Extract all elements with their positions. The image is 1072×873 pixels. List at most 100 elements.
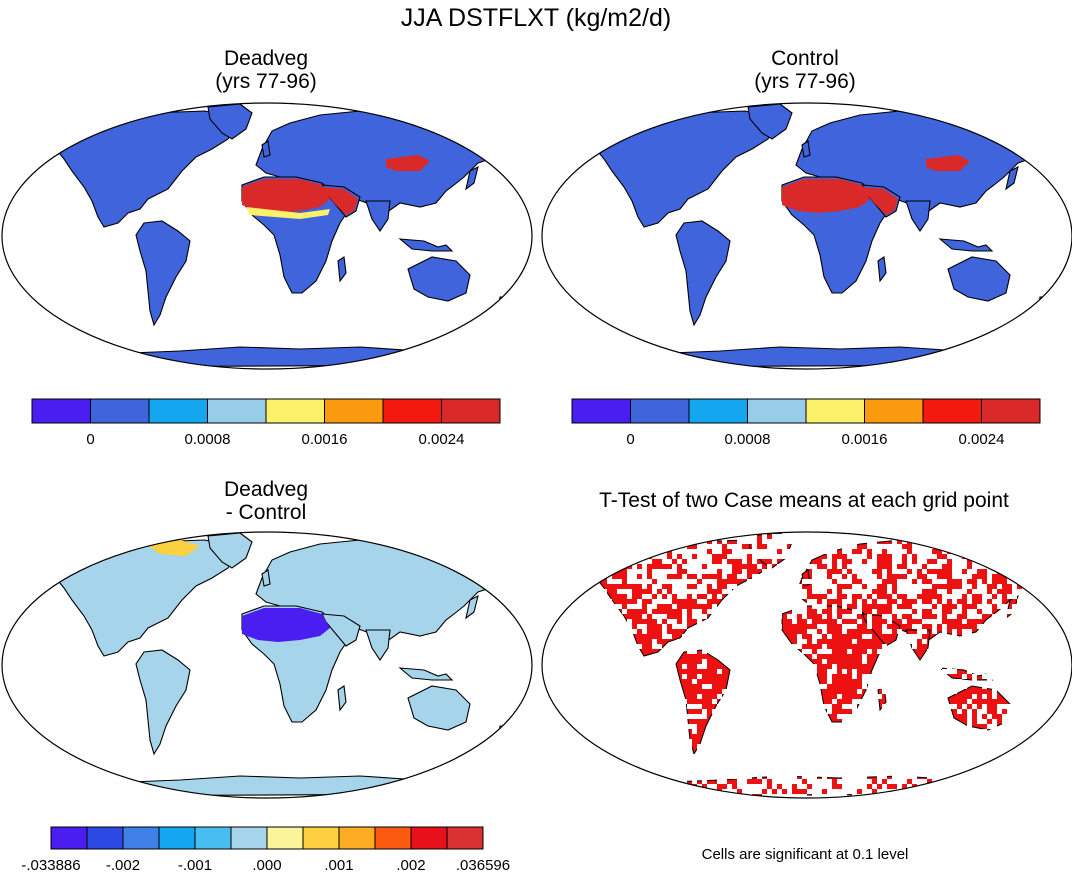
nonsignificant-cell [752, 534, 757, 539]
nonsignificant-cell [1067, 569, 1072, 574]
nonsignificant-cell [862, 774, 867, 779]
nonsignificant-cell [927, 769, 932, 774]
nonsignificant-cell [922, 789, 927, 794]
nonsignificant-cell [552, 584, 557, 589]
nonsignificant-cell [737, 769, 742, 774]
nonsignificant-cell [847, 614, 852, 619]
nonsignificant-cell [632, 564, 637, 569]
map-border [1, 531, 533, 799]
nonsignificant-cell [1012, 594, 1017, 599]
nonsignificant-cell [942, 544, 947, 549]
nonsignificant-cell [622, 709, 627, 714]
nonsignificant-cell [597, 544, 602, 549]
nonsignificant-cell [902, 589, 907, 594]
nonsignificant-cell [667, 559, 672, 564]
nonsignificant-cell [562, 789, 567, 794]
nonsignificant-cell [987, 544, 992, 549]
nonsignificant-cell [1027, 619, 1032, 624]
nonsignificant-cell [642, 754, 647, 759]
nonsignificant-cell [1042, 584, 1047, 589]
nonsignificant-cell [657, 599, 662, 604]
nonsignificant-cell [587, 644, 592, 649]
nonsignificant-cell [807, 599, 812, 604]
nonsignificant-cell [762, 589, 767, 594]
map-ttest [541, 531, 1072, 799]
nonsignificant-cell [742, 784, 747, 789]
nonsignificant-cell [1062, 564, 1067, 569]
region-sahara [242, 608, 330, 642]
nonsignificant-cell [942, 534, 947, 539]
nonsignificant-cell [1037, 584, 1042, 589]
nonsignificant-cell [557, 754, 562, 759]
nonsignificant-cell [1042, 684, 1047, 689]
nonsignificant-cell [752, 744, 757, 749]
nonsignificant-cell [872, 584, 877, 589]
nonsignificant-cell [777, 644, 782, 649]
nonsignificant-cell [612, 739, 617, 744]
nonsignificant-cell [717, 769, 722, 774]
nonsignificant-cell [822, 774, 827, 779]
nonsignificant-cell [602, 619, 607, 624]
nonsignificant-cell [762, 769, 767, 774]
nonsignificant-cell [967, 609, 972, 614]
nonsignificant-cell [677, 784, 682, 789]
nonsignificant-cell [872, 559, 877, 564]
nonsignificant-cell [732, 624, 737, 629]
nonsignificant-cell [642, 579, 647, 584]
nonsignificant-cell [652, 749, 657, 754]
nonsignificant-cell [577, 779, 582, 784]
nonsignificant-cell [897, 569, 902, 574]
nonsignificant-cell [587, 629, 592, 634]
nonsignificant-cell [562, 549, 567, 554]
nonsignificant-cell [802, 774, 807, 779]
nonsignificant-cell [957, 679, 962, 684]
nonsignificant-cell [987, 549, 992, 554]
nonsignificant-cell [852, 534, 857, 539]
nonsignificant-cell [757, 554, 762, 559]
nonsignificant-cell [972, 739, 977, 744]
nonsignificant-cell [882, 614, 887, 619]
nonsignificant-cell [892, 704, 897, 709]
nonsignificant-cell [742, 789, 747, 794]
nonsignificant-cell [767, 754, 772, 759]
nonsignificant-cell [867, 584, 872, 589]
nonsignificant-cell [1052, 759, 1057, 764]
nonsignificant-cell [542, 569, 547, 574]
nonsignificant-cell [887, 544, 892, 549]
nonsignificant-cell [577, 774, 582, 779]
nonsignificant-cell [952, 594, 957, 599]
nonsignificant-cell [922, 639, 927, 644]
nonsignificant-cell [997, 534, 1002, 539]
nonsignificant-cell [1022, 619, 1027, 624]
nonsignificant-cell [727, 699, 732, 704]
colorbar-tick-label: -.002 [106, 857, 140, 873]
nonsignificant-cell [677, 534, 682, 539]
nonsignificant-cell [672, 719, 677, 724]
nonsignificant-cell [647, 659, 652, 664]
nonsignificant-cell [557, 794, 562, 798]
nonsignificant-cell [547, 534, 552, 539]
panel-title-deadveg: Deadveg (yrs 77-96) [116, 47, 416, 93]
nonsignificant-cell [827, 554, 832, 559]
nonsignificant-cell [1017, 749, 1022, 754]
nonsignificant-cell [697, 704, 702, 709]
map-control [541, 102, 1072, 370]
nonsignificant-cell [692, 539, 697, 544]
nonsignificant-cell [582, 724, 587, 729]
nonsignificant-cell [707, 609, 712, 614]
nonsignificant-cell [902, 534, 907, 539]
nonsignificant-cell [842, 589, 847, 594]
nonsignificant-cell [572, 779, 577, 784]
nonsignificant-cell [562, 769, 567, 774]
nonsignificant-cell [752, 609, 757, 614]
nonsignificant-cell [797, 549, 802, 554]
nonsignificant-cell [842, 614, 847, 619]
nonsignificant-cell [547, 794, 552, 798]
nonsignificant-cell [747, 699, 752, 704]
nonsignificant-cell [557, 749, 562, 754]
nonsignificant-cell [572, 759, 577, 764]
nonsignificant-cell [632, 774, 637, 779]
nonsignificant-cell [992, 649, 997, 654]
nonsignificant-cell [857, 759, 862, 764]
nonsignificant-cell [1037, 624, 1042, 629]
